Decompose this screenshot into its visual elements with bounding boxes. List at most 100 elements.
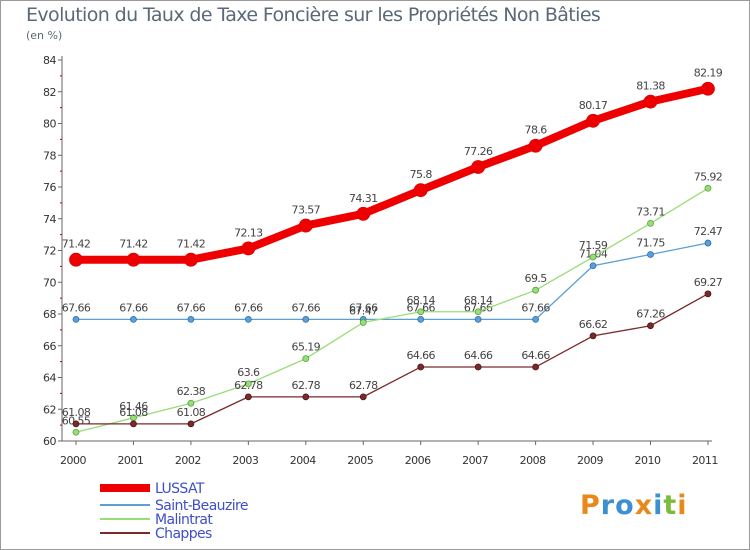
data-point-chappes: [647, 322, 654, 330]
data-point-malintrat: [474, 308, 482, 316]
data-point-lussat: [471, 160, 486, 174]
data-point-lussat: [413, 183, 428, 198]
data-point-chappes: [302, 393, 310, 401]
brand-letter: i: [653, 490, 664, 521]
data-label-malintrat: 68.14: [406, 294, 435, 307]
data-label-chappes: 62.78: [234, 379, 263, 392]
data-point-chappes: [187, 420, 195, 428]
x-tick-label: 2008: [520, 454, 546, 467]
x-tick-label: 2000: [60, 454, 86, 467]
chart-title: Evolution du Taux de Taxe Foncière sur l…: [26, 4, 601, 26]
data-label-saint-beauzire: 67.66: [119, 301, 148, 314]
data-point-chappes: [130, 420, 137, 428]
data-point-chappes: [359, 393, 367, 401]
brand-letter: o: [615, 490, 635, 521]
y-tick-label: 78: [43, 149, 56, 162]
brand-logo: Proxiti: [580, 490, 688, 521]
data-label-chappes: 69.27: [694, 276, 723, 289]
y-tick-label: 74: [43, 213, 56, 226]
data-label-malintrat: 68.14: [464, 294, 493, 307]
data-label-chappes: 62.78: [292, 379, 321, 392]
data-label-saint-beauzire: 67.66: [234, 301, 263, 314]
data-point-chappes: [417, 363, 425, 371]
data-label-saint-beauzire: 67.66: [521, 301, 550, 314]
data-point-saint-beauzire: [647, 251, 654, 258]
x-tick-label: 2009: [577, 454, 603, 467]
y-tick-label: 68: [43, 308, 56, 321]
x-tick-label: 2003: [232, 454, 258, 467]
data-label-lussat: 82.19: [694, 67, 723, 80]
data-label-chappes: 62.78: [349, 379, 378, 392]
data-label-malintrat: 67.47: [349, 304, 378, 317]
data-label-lussat: 71.42: [62, 238, 91, 251]
data-point-lussat: [241, 241, 256, 256]
data-label-lussat: 80.17: [579, 99, 608, 112]
data-label-saint-beauzire: 67.66: [62, 301, 91, 314]
data-label-lussat: 71.42: [177, 238, 206, 251]
data-point-chappes: [72, 420, 80, 428]
data-label-lussat: 71.42: [119, 238, 148, 251]
data-point-saint-beauzire: [417, 315, 425, 323]
x-tick-label: 2001: [117, 454, 143, 467]
data-point-saint-beauzire: [704, 239, 712, 247]
brand-letter: r: [600, 490, 616, 521]
data-label-malintrat: 71.59: [579, 239, 608, 252]
chart-subtitle: (en %): [26, 29, 63, 42]
y-tick-label: 84: [43, 54, 56, 67]
y-tick-label: 82: [43, 86, 56, 99]
legend-label-lussat: LUSSAT: [155, 481, 205, 497]
data-point-saint-beauzire: [244, 315, 252, 323]
data-point-lussat: [298, 218, 313, 233]
series-line-lussat: [72, 84, 712, 264]
data-point-saint-beauzire: [532, 315, 539, 323]
data-point-saint-beauzire: [474, 315, 482, 323]
data-label-malintrat: 63.6: [237, 366, 260, 379]
data-label-malintrat: 73.71: [636, 205, 665, 218]
x-tick-label: 2002: [175, 454, 201, 467]
y-tick-label: 66: [43, 340, 56, 353]
data-point-malintrat: [302, 355, 310, 363]
data-point-lussat: [528, 138, 543, 153]
data-point-malintrat: [187, 399, 195, 407]
data-label-malintrat: 69.5: [525, 272, 548, 285]
data-point-saint-beauzire: [589, 262, 597, 270]
data-label-lussat: 77.26: [464, 145, 493, 158]
data-point-lussat: [356, 206, 371, 221]
data-point-lussat: [183, 252, 198, 267]
series-line-saint-beauzire: [75, 242, 709, 321]
data-label-lussat: 78.6: [525, 124, 548, 137]
brand-letter: t: [663, 490, 678, 521]
data-label-saint-beauzire: 72.47: [694, 225, 723, 238]
data-point-saint-beauzire: [187, 315, 195, 323]
data-label-lussat: 81.38: [636, 80, 665, 93]
x-tick-label: 2005: [347, 454, 373, 467]
data-point-malintrat: [704, 184, 712, 192]
y-tick-label: 64: [43, 372, 56, 385]
data-label-lussat: 75.8: [410, 168, 433, 181]
data-label-chappes: 61.08: [62, 406, 91, 419]
y-tick-label: 62: [43, 403, 56, 416]
legend-label-malintrat: Malintrat: [155, 512, 213, 528]
series-line-malintrat: [75, 187, 709, 433]
data-point-chappes: [532, 363, 539, 371]
brand-letter: i: [677, 490, 688, 521]
data-point-malintrat: [244, 380, 252, 388]
data-label-chappes: 64.66: [464, 349, 493, 362]
data-label-chappes: 64.66: [521, 349, 550, 362]
data-point-saint-beauzire: [302, 315, 310, 323]
data-label-saint-beauzire: 67.66: [292, 301, 321, 314]
data-label-chappes: 61.08: [177, 406, 206, 419]
data-point-saint-beauzire: [72, 315, 80, 323]
y-tick-label: 70: [43, 276, 56, 289]
data-point-chappes: [589, 332, 597, 340]
x-tick-label: 2006: [405, 454, 431, 467]
data-label-chappes: 66.62: [579, 318, 608, 331]
data-label-chappes: 67.26: [636, 308, 665, 321]
brand-letter: P: [580, 490, 601, 521]
y-tick-label: 76: [43, 181, 56, 194]
data-label-malintrat: 61.46: [119, 400, 148, 413]
data-point-lussat: [643, 94, 658, 109]
data-label-malintrat: 75.92: [694, 170, 723, 183]
brand-letter: x: [634, 490, 654, 521]
